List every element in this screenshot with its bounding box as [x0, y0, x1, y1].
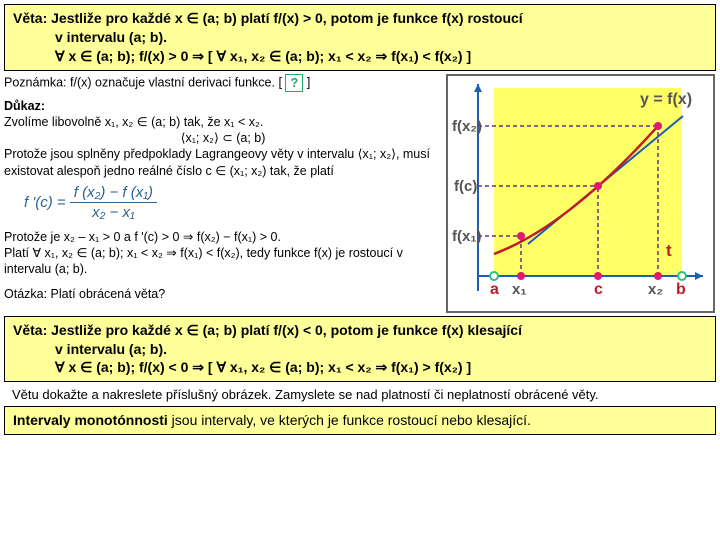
t1-l1b: (x) > 0, potom je funkce f(x) rostoucí: [282, 10, 523, 26]
main-row: Poznámka: f/(x) označuje vlastní derivac…: [4, 74, 716, 313]
x-arrow: [695, 272, 703, 280]
note: Poznámka: f/(x) označuje vlastní derivac…: [4, 74, 442, 92]
label-x1: x₁: [512, 281, 527, 298]
question-icon[interactable]: ?: [285, 74, 303, 92]
label-fx2: f(x₂): [452, 118, 482, 135]
point-b: [678, 272, 686, 280]
intervals-bold: Intervaly monotónnosti: [13, 412, 168, 428]
note-c: ]: [307, 75, 310, 89]
label-c: c: [594, 281, 603, 298]
theorem-1-line3: ∀ x ∈ (a; b); f/(x) > 0 ⇒ [ ∀ x₁, x₂ ∈ (…: [13, 47, 707, 66]
theorem-2-box: Věta: Jestliže pro každé x ∈ (a; b) plat…: [4, 316, 716, 383]
note-b: (x) označuje vlastní derivaci funkce. [: [77, 75, 282, 89]
theorem-1-line1: Věta: Jestliže pro každé x ∈ (a; b) plat…: [13, 9, 707, 28]
task-text: Větu dokažte a nakreslete příslušný obrá…: [4, 385, 716, 406]
dot-x1-axis: [517, 272, 525, 280]
proof-formula: f '(c) = f (x₂) − f (x₁) x₂ − x₁: [24, 183, 442, 223]
formula-num: f (x₂) − f (x₁): [70, 183, 157, 204]
reverse-question: Otázka: Platí obrácená věta?: [4, 286, 442, 302]
theorem-1-box: Věta: Jestliže pro každé x ∈ (a; b) plat…: [4, 4, 716, 71]
point-a: [490, 272, 498, 280]
t1-l3a: ∀ x ∈ (a; b); f: [55, 48, 144, 64]
dot-x2: [654, 122, 662, 130]
formula-den: x₂ − x₁: [70, 203, 157, 223]
note-a: Poznámka: f: [4, 75, 73, 89]
label-fx1: f(x₁): [452, 228, 482, 245]
t2-l1a: Věta: Jestliže pro každé x ∈ (a; b) plat…: [13, 322, 278, 338]
function-diagram: y = f(x) f(x₂) f(c) f(x₁) t a x₁ c x₂ b: [446, 74, 715, 313]
label-yfx: y = f(x): [640, 91, 692, 108]
intervals-box: Intervaly monotónnosti jsou intervaly, v…: [4, 406, 716, 435]
t1-l1a: Věta: Jestliže pro každé x ∈ (a; b) plat…: [13, 10, 278, 26]
proof-p4: Protože je x₂ – x₁ > 0 a f '(c) > 0 ⇒ f(…: [4, 229, 442, 245]
proof-block: Důkaz: Zvolíme libovolně x₁, x₂ ∈ (a; b)…: [4, 98, 442, 278]
y-arrow: [474, 84, 482, 92]
dot-x2-axis: [654, 272, 662, 280]
formula-lhs: f '(c) =: [24, 194, 66, 211]
left-column: Poznámka: f/(x) označuje vlastní derivac…: [4, 74, 442, 313]
label-t: t: [666, 241, 672, 260]
theorem-1-line2: v intervalu (a; b).: [13, 28, 707, 47]
dot-x1: [517, 232, 525, 240]
proof-p2: ⟨x₁; x₂⟩ ⊂ (a; b): [4, 130, 442, 146]
proof-p1: Zvolíme libovolně x₁, x₂ ∈ (a; b) tak, ž…: [4, 114, 442, 130]
dot-c-axis: [594, 272, 602, 280]
proof-title: Důkaz:: [4, 98, 442, 114]
theorem-2-line2: v intervalu (a; b).: [13, 340, 707, 359]
t1-l3b: (x) > 0 ⇒ [ ∀ x₁, x₂ ∈ (a; b); x₁ < x₂ ⇒…: [148, 48, 472, 64]
proof-p5: Platí ∀ x₁, x₂ ∈ (a; b); x₁ < x₂ ⇒ f(x₁)…: [4, 245, 442, 278]
label-x2: x₂: [648, 281, 663, 298]
theorem-2-line3: ∀ x ∈ (a; b); f/(x) < 0 ⇒ [ ∀ x₁, x₂ ∈ (…: [13, 358, 707, 377]
diagram-svg: y = f(x) f(x₂) f(c) f(x₁) t a x₁ c x₂ b: [448, 76, 713, 311]
t2-l3a: ∀ x ∈ (a; b); f: [55, 359, 144, 375]
t2-l1b: (x) < 0, potom je funkce f(x) klesající: [282, 322, 522, 338]
dot-c: [594, 182, 602, 190]
label-fc: f(c): [454, 178, 477, 195]
theorem-2-line1: Věta: Jestliže pro každé x ∈ (a; b) plat…: [13, 321, 707, 340]
formula-frac: f (x₂) − f (x₁) x₂ − x₁: [70, 183, 157, 223]
label-a: a: [490, 281, 499, 298]
label-b: b: [676, 281, 686, 298]
intervals-rest: jsou intervaly, ve kterých je funkce ros…: [168, 412, 531, 428]
right-column: y = f(x) f(x₂) f(c) f(x₁) t a x₁ c x₂ b: [446, 74, 716, 313]
proof-p3: Protože jsou splněny předpoklady Lagrang…: [4, 146, 442, 179]
t2-l3b: (x) < 0 ⇒ [ ∀ x₁, x₂ ∈ (a; b); x₁ < x₂ ⇒…: [148, 359, 472, 375]
